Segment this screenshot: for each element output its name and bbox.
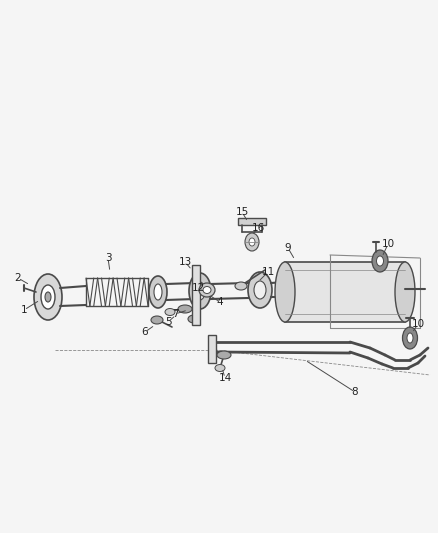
- Ellipse shape: [254, 281, 266, 299]
- Ellipse shape: [372, 250, 388, 272]
- Ellipse shape: [248, 272, 272, 308]
- Bar: [192, 265, 200, 325]
- Ellipse shape: [189, 273, 211, 309]
- Text: 1: 1: [21, 305, 27, 315]
- Ellipse shape: [395, 262, 415, 322]
- Text: 13: 13: [178, 257, 192, 267]
- Text: 11: 11: [261, 267, 275, 277]
- Ellipse shape: [217, 351, 231, 359]
- Text: 7: 7: [172, 309, 178, 319]
- Ellipse shape: [178, 305, 192, 313]
- Text: 9: 9: [285, 243, 291, 253]
- Ellipse shape: [149, 276, 167, 308]
- Ellipse shape: [275, 262, 295, 322]
- Ellipse shape: [41, 285, 55, 309]
- Ellipse shape: [34, 274, 62, 320]
- Bar: [208, 335, 216, 363]
- Text: 10: 10: [411, 319, 424, 329]
- Ellipse shape: [203, 287, 211, 294]
- Ellipse shape: [215, 365, 225, 372]
- Text: 14: 14: [219, 373, 232, 383]
- Text: 2: 2: [15, 273, 21, 283]
- Text: 3: 3: [105, 253, 111, 263]
- Text: 15: 15: [235, 207, 249, 217]
- Ellipse shape: [188, 315, 200, 323]
- Text: 10: 10: [381, 239, 395, 249]
- Text: 4: 4: [217, 297, 223, 307]
- Ellipse shape: [195, 282, 205, 300]
- Text: 12: 12: [191, 283, 205, 293]
- Ellipse shape: [154, 284, 162, 300]
- Text: 6: 6: [141, 327, 148, 337]
- Ellipse shape: [245, 233, 259, 251]
- Ellipse shape: [199, 283, 215, 297]
- Ellipse shape: [165, 309, 175, 316]
- Text: 5: 5: [165, 317, 171, 327]
- Ellipse shape: [249, 238, 255, 246]
- Ellipse shape: [407, 333, 413, 343]
- Ellipse shape: [377, 256, 384, 266]
- Text: 16: 16: [251, 223, 265, 233]
- Bar: [285, 262, 405, 322]
- Ellipse shape: [235, 282, 247, 290]
- Text: 8: 8: [352, 387, 358, 397]
- Ellipse shape: [403, 327, 417, 349]
- Ellipse shape: [45, 292, 51, 302]
- Ellipse shape: [151, 316, 163, 324]
- Bar: [238, 218, 266, 225]
